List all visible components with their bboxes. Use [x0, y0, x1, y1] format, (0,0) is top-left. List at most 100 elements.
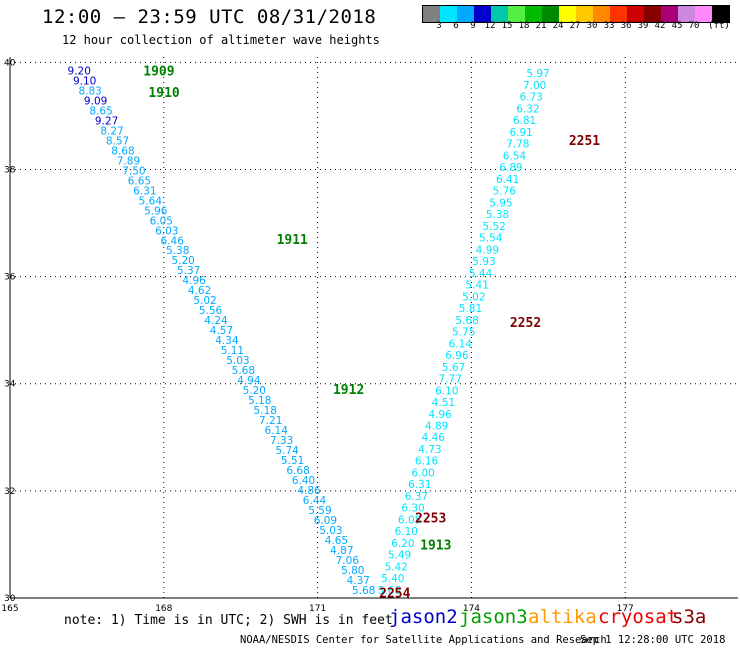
wave-height-value: 5.59 [308, 505, 331, 517]
wave-height-value: 5.20 [243, 385, 266, 397]
wave-height-value: 5.38 [166, 245, 189, 257]
legend-s3a: s3a [672, 606, 707, 628]
wave-height-value: 9.09 [84, 95, 107, 107]
wave-height-value: 6.54 [503, 150, 527, 162]
wave-height-value: 8.65 [89, 105, 112, 117]
wave-height-value: 6.05 [398, 514, 421, 526]
pass-time-label: 1912 [333, 383, 364, 398]
color-scale-label: 21 [535, 21, 547, 31]
color-scale-label: 15 [501, 21, 513, 31]
color-swatch [474, 6, 491, 22]
wave-height-value: 6.96 [445, 350, 469, 362]
legend-altika: altika [528, 606, 597, 628]
footnote: note: 1) Time is in UTC; 2) SWH is in fe… [64, 613, 393, 628]
wave-height-value: 6.41 [496, 174, 519, 186]
color-scale-labels: 3 6 9 12 15 18 21 24 27 30 33 36 39 42 45 70 (ft) [422, 21, 740, 35]
pass-time-label: 1913 [420, 538, 451, 553]
generated-timestamp: Sep 1 12:28:00 UTC 2018 [580, 634, 726, 646]
wave-height-value: 5.18 [248, 395, 271, 407]
wave-height-value: 5.81 [459, 303, 482, 315]
color-scale-label: 24 [552, 21, 564, 31]
color-swatch [457, 6, 474, 22]
color-scale-label: 27 [569, 21, 581, 31]
wave-height-value: 5.41 [466, 280, 489, 292]
wave-height-value: 5.02 [462, 291, 485, 303]
color-swatch [610, 6, 627, 22]
color-scale-bar [422, 5, 730, 23]
pass-time-label: 2253 [415, 512, 446, 527]
credit-line: NOAA/NESDIS Center for Satellite Applica… [240, 634, 607, 646]
pass-time-labels: 1909 1910 1911 1912 1913 2251 2252 2253 2254 [143, 64, 600, 601]
wave-height-value: 5.67 [442, 362, 465, 374]
wave-height-value: 6.14 [449, 338, 473, 350]
wave-height-value: 6.46 [161, 235, 185, 247]
color-swatch [440, 6, 457, 22]
wave-height-value: 6.65 [128, 175, 151, 187]
color-swatch [712, 6, 729, 22]
lat-tick-label: 32 [4, 487, 15, 497]
wave-height-value: 5.66 [378, 585, 402, 597]
wave-height-value: 5.52 [482, 221, 505, 233]
lon-tick-label: 171 [309, 604, 326, 614]
wave-height-value: 5.68 [352, 585, 375, 597]
wave-height-value: 5.40 [381, 573, 404, 585]
axis-ticks: 165 168 171 174 177 40 38 36 34 32 30 [1, 58, 633, 614]
wave-height-value: 6.40 [292, 475, 315, 487]
page-subtitle: 12 hour collection of altimeter wave hei… [62, 33, 380, 47]
wave-height-value: 5.54 [479, 233, 503, 245]
wave-height-value: 6.81 [513, 115, 536, 127]
wave-height-value: 5.49 [388, 550, 411, 562]
wave-height-value: 4.89 [425, 420, 448, 432]
legend-jason3: jason3 [459, 606, 528, 628]
legend-jason2: jason2 [389, 606, 458, 628]
wave-height-value: 6.05 [150, 215, 173, 227]
wave-height-value: 4.51 [432, 397, 455, 409]
color-scale-label: 70 [688, 21, 700, 31]
wave-height-value: 4.96 [182, 275, 206, 287]
wave-height-value: 6.89 [499, 162, 522, 174]
wave-height-value: 5.75 [452, 327, 475, 339]
wave-height-value: 6.30 [401, 503, 424, 515]
color-scale-label: 39 [637, 21, 649, 31]
wave-track-b: 5.977.006.736.326.816.917.786.546.896.41… [378, 68, 550, 597]
wave-height-value: 6.37 [405, 491, 428, 503]
wave-height-value: 5.96 [144, 205, 168, 217]
wave-height-value: 5.56 [199, 305, 223, 317]
wave-height-value: 4.87 [330, 545, 353, 557]
color-swatch [644, 6, 661, 22]
wave-height-value: 6.20 [391, 538, 414, 550]
wave-height-value: 5.20 [171, 255, 194, 267]
wave-height-value: 5.03 [319, 525, 342, 537]
wave-height-value: 5.80 [341, 565, 364, 577]
wave-height-value: 7.50 [122, 165, 145, 177]
pass-time-label: 1910 [148, 86, 179, 101]
pass-time-label: 1911 [277, 233, 308, 248]
color-swatch [627, 6, 644, 22]
lon-tick-label: 165 [1, 604, 18, 614]
color-swatch [525, 6, 542, 22]
color-scale-label: 33 [603, 21, 615, 31]
wave-height-value: 7.06 [336, 555, 360, 567]
color-swatch [695, 6, 712, 22]
color-swatch [542, 6, 559, 22]
lon-tick-label: 177 [617, 604, 634, 614]
color-swatch [491, 6, 508, 22]
color-swatch [678, 6, 695, 22]
color-swatch [576, 6, 593, 22]
wave-height-value: 6.00 [411, 467, 434, 479]
wave-height-value: 7.89 [117, 155, 140, 167]
pass-time-label: 2251 [569, 134, 600, 149]
lon-tick-label: 174 [463, 604, 480, 614]
color-swatch [593, 6, 610, 22]
color-swatch [559, 6, 576, 22]
wave-height-value: 5.76 [493, 186, 517, 198]
wave-height-value: 5.93 [472, 256, 495, 268]
wave-height-value: 5.68 [455, 315, 478, 327]
pass-time-label: 2254 [379, 587, 410, 602]
wave-height-value: 6.73 [520, 92, 543, 104]
color-scale-label: 9 [470, 21, 476, 31]
legend-cryosat: cryosat [598, 606, 679, 628]
wave-height-value: 7.00 [523, 80, 546, 92]
lat-tick-label: 40 [4, 58, 16, 68]
wave-height-value: 5.37 [177, 265, 200, 277]
